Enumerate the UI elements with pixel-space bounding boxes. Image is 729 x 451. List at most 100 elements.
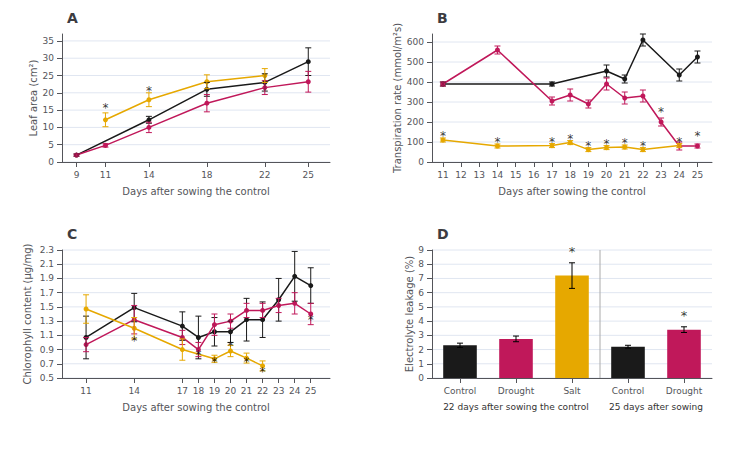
svg-text:Control: Control [444,386,477,396]
svg-text:21: 21 [619,170,630,180]
svg-text:D: D [437,226,449,242]
svg-text:*: * [622,136,628,150]
svg-text:1.1: 1.1 [40,330,54,340]
svg-text:*: * [585,139,591,153]
svg-text:*: * [244,355,250,369]
svg-text:13: 13 [474,170,485,180]
svg-text:Transpiration rate (mmol/m²s): Transpiration rate (mmol/m²s) [392,23,403,174]
svg-text:20: 20 [225,386,237,396]
svg-text:20: 20 [43,88,55,98]
svg-text:*: * [694,129,700,143]
svg-text:25: 25 [692,170,703,180]
svg-text:14: 14 [128,386,140,396]
svg-text:19: 19 [209,386,221,396]
svg-text:14: 14 [143,170,155,180]
svg-text:*: * [676,135,682,149]
svg-text:200: 200 [407,117,424,127]
svg-text:5: 5 [48,140,54,150]
svg-text:22 days after sowing the contr: 22 days after sowing the control [443,402,589,412]
svg-text:22: 22 [259,170,270,180]
svg-text:25: 25 [305,386,316,396]
svg-text:0.7: 0.7 [40,359,54,369]
svg-text:A: A [67,10,78,26]
svg-text:22: 22 [257,386,268,396]
svg-text:10: 10 [43,122,55,132]
svg-text:19: 19 [583,170,595,180]
svg-text:*: * [102,101,108,115]
svg-text:C: C [67,226,77,242]
svg-text:2: 2 [418,345,424,355]
svg-text:*: * [567,132,573,146]
svg-text:25: 25 [43,71,54,81]
svg-text:25 days after sowing: 25 days after sowing [609,402,703,412]
svg-text:*: * [228,339,234,353]
svg-text:*: * [549,135,555,149]
svg-text:B: B [437,10,448,26]
svg-text:21: 21 [241,386,252,396]
svg-text:*: * [681,308,688,323]
svg-text:22: 22 [637,170,648,180]
svg-text:8: 8 [418,259,424,269]
svg-text:14: 14 [492,170,504,180]
svg-text:18: 18 [193,386,205,396]
svg-text:11: 11 [80,386,91,396]
svg-text:35: 35 [43,36,54,46]
svg-text:15: 15 [43,105,54,115]
svg-text:24: 24 [674,170,686,180]
svg-text:100: 100 [407,137,424,147]
svg-text:*: * [569,244,576,259]
svg-text:17: 17 [546,170,557,180]
svg-text:11: 11 [437,170,448,180]
svg-text:*: * [604,137,610,151]
svg-text:9: 9 [74,170,80,180]
svg-text:300: 300 [407,97,424,107]
svg-text:*: * [211,355,217,369]
svg-text:6: 6 [418,288,424,298]
svg-text:400: 400 [407,77,424,87]
svg-text:0.5: 0.5 [40,373,54,383]
svg-text:9: 9 [418,245,424,255]
svg-text:1.3: 1.3 [40,316,54,326]
svg-text:15: 15 [510,170,521,180]
svg-text:1.5: 1.5 [40,302,54,312]
svg-text:2.1: 2.1 [40,259,54,269]
svg-text:600: 600 [407,37,424,47]
svg-text:18: 18 [564,170,576,180]
svg-text:*: * [494,135,500,149]
svg-text:Leaf area (cm²): Leaf area (cm²) [28,59,39,136]
svg-text:3: 3 [418,330,424,340]
svg-text:0: 0 [418,373,424,383]
svg-text:500: 500 [407,57,424,67]
svg-text:*: * [131,334,137,348]
svg-text:*: * [146,84,152,98]
svg-text:16: 16 [528,170,540,180]
svg-text:12: 12 [455,170,466,180]
svg-text:17: 17 [177,386,188,396]
svg-text:1.9: 1.9 [40,273,55,283]
svg-text:Days after sowing the control: Days after sowing the control [122,402,269,413]
svg-text:*: * [195,348,201,362]
svg-text:Electrolyte leakage (%): Electrolyte leakage (%) [404,256,415,373]
svg-text:0.9: 0.9 [40,345,55,355]
svg-text:4: 4 [418,316,424,326]
svg-text:*: * [440,129,446,143]
svg-text:30: 30 [43,53,55,63]
svg-text:1.7: 1.7 [40,288,54,298]
svg-text:*: * [260,365,266,379]
svg-text:2.3: 2.3 [40,245,54,255]
svg-text:Days after sowing the control: Days after sowing the control [498,186,645,197]
svg-text:24: 24 [289,386,301,396]
svg-text:23: 23 [655,170,666,180]
svg-text:Days after sowing the control: Days after sowing the control [122,186,269,197]
svg-text:23: 23 [273,386,284,396]
svg-text:0: 0 [48,157,54,167]
svg-text:5: 5 [418,302,424,312]
svg-text:Chlorophyll content (μg/mg): Chlorophyll content (μg/mg) [22,243,33,384]
svg-text:Drought: Drought [498,386,535,396]
svg-text:7: 7 [418,273,424,283]
svg-text:*: * [658,105,664,119]
svg-text:18: 18 [201,170,213,180]
svg-text:*: * [640,139,646,153]
svg-text:1: 1 [418,359,424,369]
svg-text:Drought: Drought [666,386,703,396]
